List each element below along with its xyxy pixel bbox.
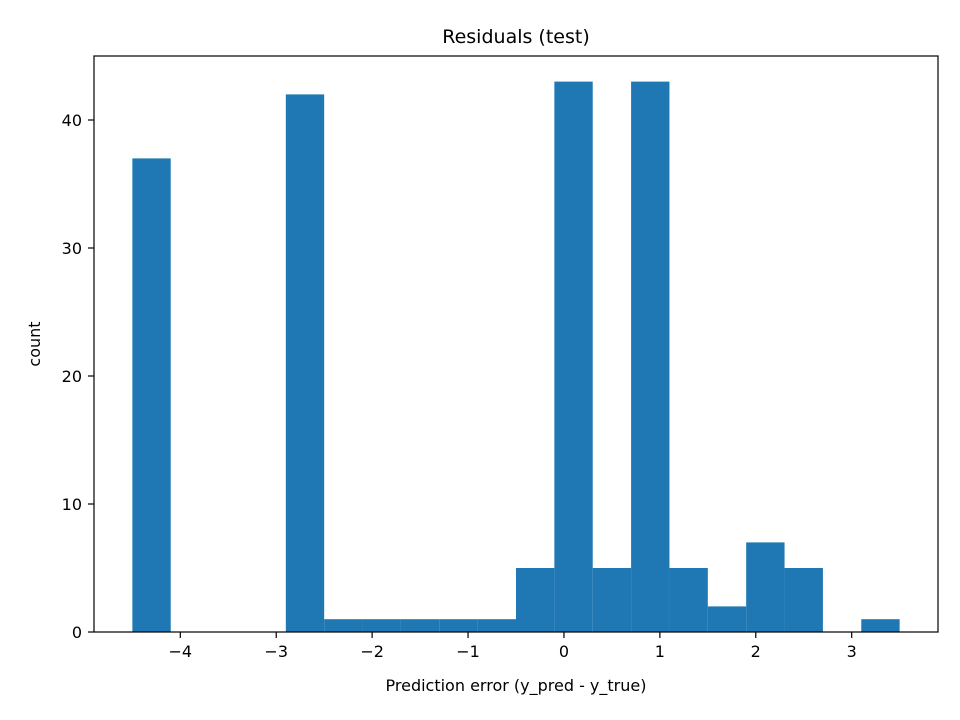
histogram-bar <box>592 568 632 632</box>
histogram-bar <box>439 619 478 632</box>
x-tick-label: 1 <box>655 642 665 661</box>
x-tick-label: −3 <box>264 642 288 661</box>
histogram-bar <box>132 158 171 632</box>
y-axis-ticks: 0 10 20 30 40 <box>62 111 94 642</box>
histogram-bar <box>784 568 823 632</box>
y-tick-label: 10 <box>62 495 82 514</box>
histogram-bar <box>516 568 555 632</box>
chart-title: Residuals (test) <box>442 26 590 48</box>
x-tick-label: −2 <box>360 642 384 661</box>
histogram-bar <box>285 94 325 632</box>
x-tick-label: 2 <box>751 642 761 661</box>
x-tick-label: 0 <box>559 642 569 661</box>
histogram-bar <box>669 568 708 632</box>
y-axis-label: count <box>25 321 44 366</box>
histogram-bar <box>707 606 747 632</box>
histogram-bar <box>861 619 900 632</box>
histogram-bar <box>554 81 593 633</box>
x-tick-label: −4 <box>169 642 193 661</box>
y-tick-label: 20 <box>62 367 82 386</box>
x-tick-label: 3 <box>847 642 857 661</box>
y-tick-label: 0 <box>72 623 82 642</box>
histogram-bar <box>631 81 670 633</box>
y-tick-label: 40 <box>62 111 82 130</box>
bars-group <box>132 81 900 633</box>
histogram-bar <box>400 619 440 632</box>
histogram-bar <box>324 619 363 632</box>
x-axis-ticks: −4 −3 −2 −1 0 1 2 3 <box>169 632 857 661</box>
histogram-bar <box>362 619 401 632</box>
histogram-bar <box>477 619 516 632</box>
x-tick-label: −1 <box>456 642 480 661</box>
y-tick-label: 30 <box>62 239 82 258</box>
x-axis-label: Prediction error (y_pred - y_true) <box>386 676 647 696</box>
plot-frame <box>93 55 939 633</box>
histogram-bar <box>746 542 785 632</box>
